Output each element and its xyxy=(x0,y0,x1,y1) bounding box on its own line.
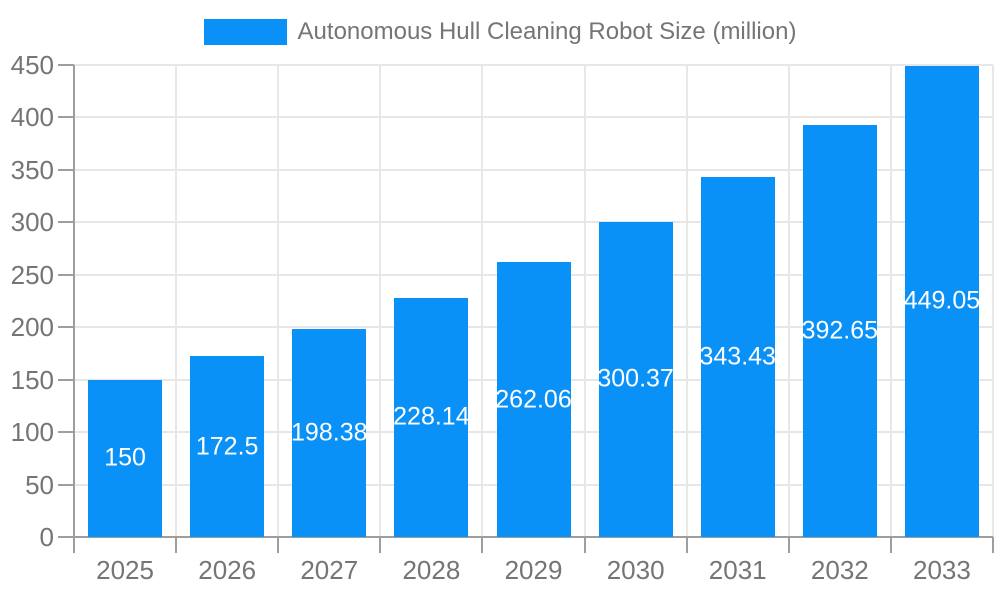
bar-2025[interactable]: 150 xyxy=(88,379,163,537)
bar-2029[interactable]: 262.06 xyxy=(495,262,572,537)
bar-2028[interactable]: 228.14 xyxy=(393,297,470,537)
y-tick-label: 300 xyxy=(10,207,54,238)
y-tick-label: 100 xyxy=(10,417,54,448)
y-tick-label: 0 xyxy=(39,522,54,552)
gridline-vertical xyxy=(889,65,892,537)
bar-2027[interactable]: 198.38 xyxy=(291,328,368,537)
bar-value-label: 228.14 xyxy=(393,402,470,431)
x-axis-tick xyxy=(889,537,892,553)
legend-color-swatch xyxy=(203,19,287,45)
bar-2026[interactable]: 172.5 xyxy=(190,356,265,537)
bar-value-label: 198.38 xyxy=(291,418,368,447)
x-axis-tick xyxy=(175,537,178,553)
y-tick-label: 400 xyxy=(10,102,54,133)
x-axis-tick xyxy=(379,537,382,553)
x-tick-label: 2026 xyxy=(198,555,257,585)
bar-value-label: 449.05 xyxy=(903,286,981,315)
bar-value-label: 343.43 xyxy=(699,342,776,371)
x-axis-tick xyxy=(73,537,75,553)
y-axis-tick xyxy=(58,168,74,171)
gridline-horizontal xyxy=(74,64,993,66)
x-axis-line xyxy=(73,536,993,538)
x-axis-tick xyxy=(685,537,688,553)
y-axis-tick xyxy=(58,326,74,329)
gridline-horizontal xyxy=(74,116,993,119)
bar-2032[interactable]: 392.65 xyxy=(801,125,879,537)
y-tick-label: 150 xyxy=(10,364,54,395)
gridline-vertical xyxy=(175,65,178,537)
gridline-horizontal xyxy=(74,168,993,171)
x-axis-tick xyxy=(583,537,586,553)
gridline-vertical xyxy=(685,65,688,537)
x-axis-tick xyxy=(277,537,280,553)
y-axis-tick xyxy=(58,378,74,381)
bar-2033[interactable]: 449.05 xyxy=(903,65,981,537)
bar-value-label: 392.65 xyxy=(801,316,879,345)
gridline-horizontal xyxy=(74,221,993,224)
y-tick-label: 450 xyxy=(10,50,54,80)
y-axis-tick xyxy=(58,431,74,434)
bar-value-label: 262.06 xyxy=(495,385,572,414)
gridline-vertical xyxy=(583,65,586,537)
y-axis-tick xyxy=(58,536,74,538)
y-axis-tick xyxy=(58,116,74,119)
x-tick-label: 2025 xyxy=(96,555,154,585)
x-tick-label: 2030 xyxy=(606,555,665,585)
x-axis-tick xyxy=(787,537,790,553)
gridline-vertical xyxy=(992,65,994,537)
bar-value-label: 300.37 xyxy=(597,364,674,393)
x-tick-label: 2032 xyxy=(810,555,869,585)
x-tick-label: 2029 xyxy=(504,555,563,585)
bar-value-label: 150 xyxy=(104,443,146,472)
bar-value-label: 172.5 xyxy=(195,432,259,461)
legend-label: Autonomous Hull Cleaning Robot Size (mil… xyxy=(297,18,797,45)
y-axis-line xyxy=(73,65,75,553)
y-axis-tick xyxy=(58,221,74,224)
x-tick-label: 2027 xyxy=(300,555,359,585)
gridline-vertical xyxy=(787,65,790,537)
x-axis-tick xyxy=(992,537,994,553)
legend[interactable]: Autonomous Hull Cleaning Robot Size (mil… xyxy=(0,16,1000,48)
gridline-vertical xyxy=(277,65,280,537)
y-tick-label: 200 xyxy=(10,312,54,343)
y-axis-tick xyxy=(58,483,74,486)
gridline-vertical xyxy=(481,65,484,537)
gridline-vertical xyxy=(379,65,382,537)
y-tick-label: 250 xyxy=(10,259,54,290)
x-axis-tick xyxy=(481,537,484,553)
y-axis-tick xyxy=(58,273,74,276)
bar-2030[interactable]: 300.37 xyxy=(597,221,674,537)
x-tick-label: 2033 xyxy=(913,555,971,585)
x-tick-label: 2031 xyxy=(708,555,767,585)
bar-2031[interactable]: 343.43 xyxy=(699,176,776,537)
y-axis-tick xyxy=(58,64,74,66)
y-tick-label: 50 xyxy=(25,469,54,500)
y-tick-label: 350 xyxy=(10,154,54,185)
x-tick-label: 2028 xyxy=(402,555,461,585)
